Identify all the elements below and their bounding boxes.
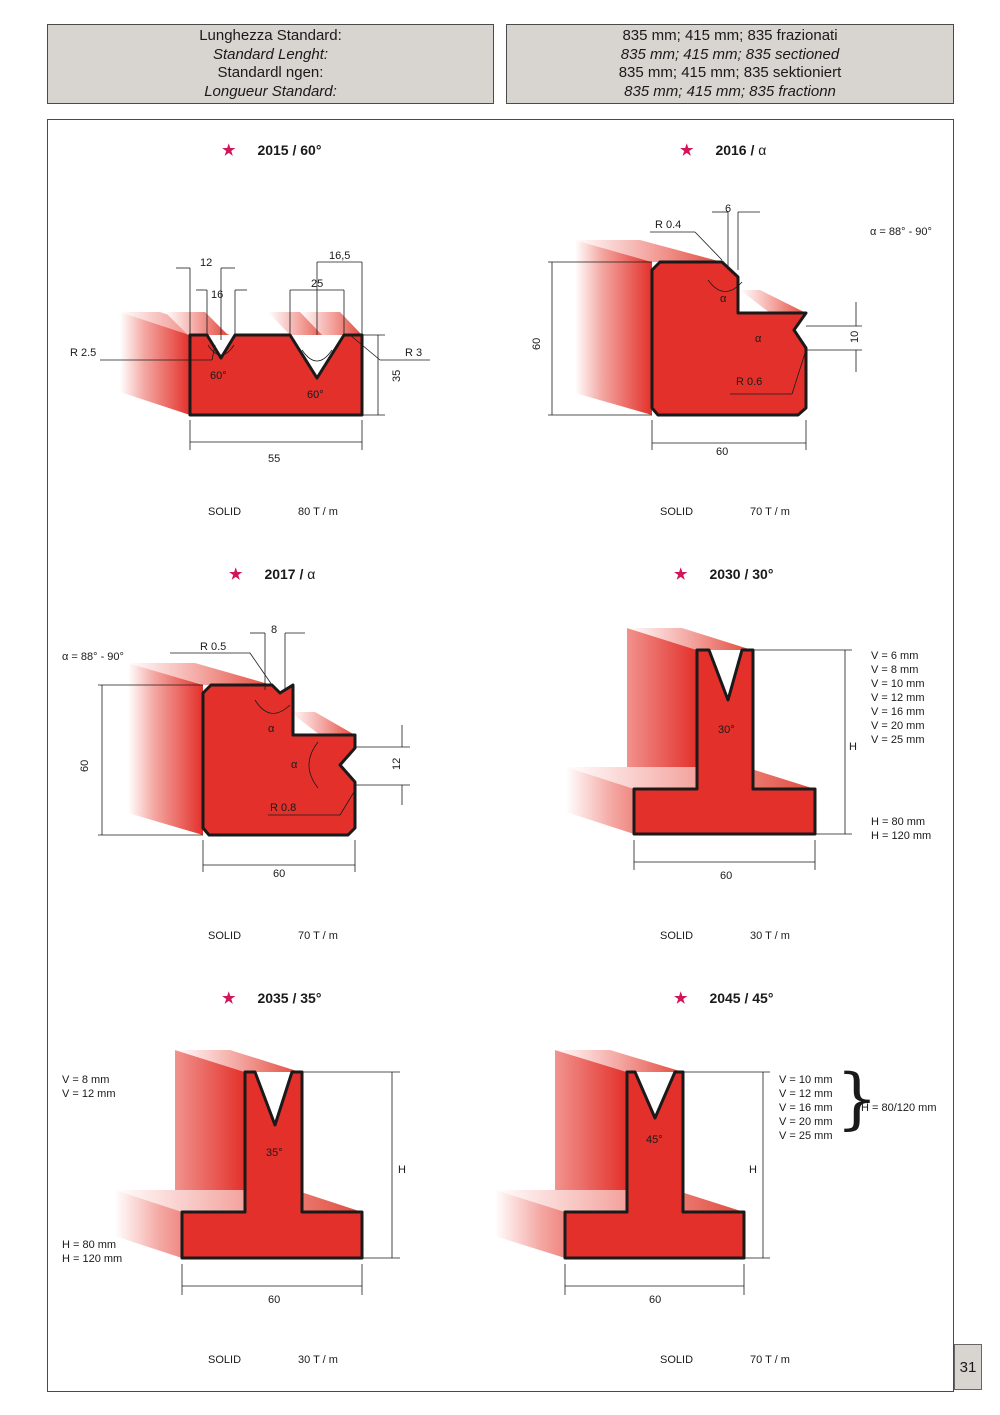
svg-text:R 0.5: R 0.5 <box>200 641 226 653</box>
v-sizes-2035: V = 8 mm V = 12 mm <box>62 1074 116 1100</box>
label-de: Standardl ngen: <box>217 64 324 81</box>
svg-text:35°: 35° <box>266 1147 283 1159</box>
svg-text:60°: 60° <box>210 370 227 382</box>
label-en: Standard Lenght: <box>212 45 329 63</box>
svg-text:R 3: R 3 <box>405 347 422 359</box>
tool-title-2045: ★ 2045 / 45° <box>674 990 774 1007</box>
value-de: 835 mm; 415 mm; 835 sektioniert <box>618 64 842 81</box>
v-sizes-2030: V = 6 mm V = 8 mm V = 10 mm V = 12 mm V = 16… <box>871 650 925 746</box>
tool-type-2045: SOLID <box>660 1354 694 1366</box>
tool-load-2016: 70 T / m <box>750 506 790 518</box>
svg-text:H: H <box>849 741 857 753</box>
svg-text:H: H <box>749 1164 757 1176</box>
value-fr: 835 mm; 415 mm; 835 fractionn <box>624 82 836 100</box>
svg-text:α: α <box>720 293 727 305</box>
value-en: 835 mm; 415 mm; 835 sectioned <box>620 45 840 63</box>
alpha-range-2016: α = 88° - 90° <box>870 226 932 238</box>
svg-text:60: 60 <box>531 338 543 350</box>
tool-title-2016: ★ 2016 / α <box>680 142 767 159</box>
tool-type-2015: SOLID <box>208 506 242 518</box>
svg-text:R 0.8: R 0.8 <box>270 802 296 814</box>
h-size-2045: H = 80/120 mm <box>861 1102 937 1114</box>
tool-title-2030: ★ 2030 / 30° <box>674 566 774 583</box>
svg-text:8: 8 <box>271 624 277 636</box>
svg-text:60: 60 <box>720 870 732 882</box>
value-it: 835 mm; 415 mm; 835 frazionati <box>622 27 838 44</box>
tool-load-2045: 70 T / m <box>750 1354 790 1366</box>
svg-text:10: 10 <box>849 331 861 343</box>
tool-title-2015: ★ 2015 / 60° <box>222 142 322 159</box>
star-icon: ★ <box>229 566 243 583</box>
label-fr: Longueur Standard: <box>204 82 337 100</box>
h-sizes-2035: H = 80 mm H = 120 mm <box>62 1239 123 1265</box>
h-sizes-2030: H = 80 mm H = 120 mm <box>871 816 932 842</box>
svg-text:60: 60 <box>649 1294 661 1306</box>
svg-text:25: 25 <box>311 278 323 290</box>
svg-text:60: 60 <box>268 1294 280 1306</box>
tool-load-2035: 30 T / m <box>298 1354 338 1366</box>
standard-length-labels: Lunghezza Standard: Standard Lenght: Sta… <box>47 24 494 104</box>
svg-text:12: 12 <box>200 257 212 269</box>
svg-text:60°: 60° <box>307 389 324 401</box>
svg-text:55: 55 <box>268 453 280 465</box>
svg-text:α: α <box>291 759 298 771</box>
svg-text:35: 35 <box>391 370 403 382</box>
page-number: 31 <box>954 1344 982 1390</box>
star-icon: ★ <box>674 566 688 583</box>
svg-text:R 2.5: R 2.5 <box>70 347 96 359</box>
svg-text:60: 60 <box>79 760 91 772</box>
catalog-frame <box>47 119 954 1392</box>
star-icon: ★ <box>222 990 236 1007</box>
svg-text:60: 60 <box>273 868 285 880</box>
tool-type-2035: SOLID <box>208 1354 242 1366</box>
star-icon: ★ <box>680 142 694 159</box>
tool-title-2017: ★ 2017 / α <box>229 566 316 583</box>
tool-type-2017: SOLID <box>208 930 242 942</box>
svg-text:16: 16 <box>211 289 223 301</box>
alpha-range-2017: α = 88° - 90° <box>62 651 124 663</box>
tool-type-2030: SOLID <box>660 930 694 942</box>
brace-icon: } <box>836 1060 878 1137</box>
tool-title-2035: ★ 2035 / 35° <box>222 990 322 1007</box>
svg-text:R 0.4: R 0.4 <box>655 219 681 231</box>
standard-length-values: 835 mm; 415 mm; 835 frazionati 835 mm; 4… <box>506 24 954 104</box>
tool-type-2016: SOLID <box>660 506 694 518</box>
v-sizes-2045: V = 10 mm V = 12 mm V = 16 mm V = 20 mm V = … <box>779 1074 833 1142</box>
label-it: Lunghezza Standard: <box>199 27 342 44</box>
svg-text:6: 6 <box>725 203 731 215</box>
tool-load-2030: 30 T / m <box>750 930 790 942</box>
star-icon: ★ <box>674 990 688 1007</box>
svg-text:16,5: 16,5 <box>329 250 350 262</box>
svg-text:R 0.6: R 0.6 <box>736 376 762 388</box>
svg-text:45°: 45° <box>646 1134 663 1146</box>
svg-text:α: α <box>268 723 275 735</box>
svg-text:60: 60 <box>716 446 728 458</box>
svg-text:30°: 30° <box>718 724 735 736</box>
svg-text:H: H <box>398 1164 406 1176</box>
svg-text:α: α <box>755 333 762 345</box>
star-icon: ★ <box>222 142 236 159</box>
tool-load-2015: 80 T / m <box>298 506 338 518</box>
svg-text:12: 12 <box>391 758 403 770</box>
tool-load-2017: 70 T / m <box>298 930 338 942</box>
